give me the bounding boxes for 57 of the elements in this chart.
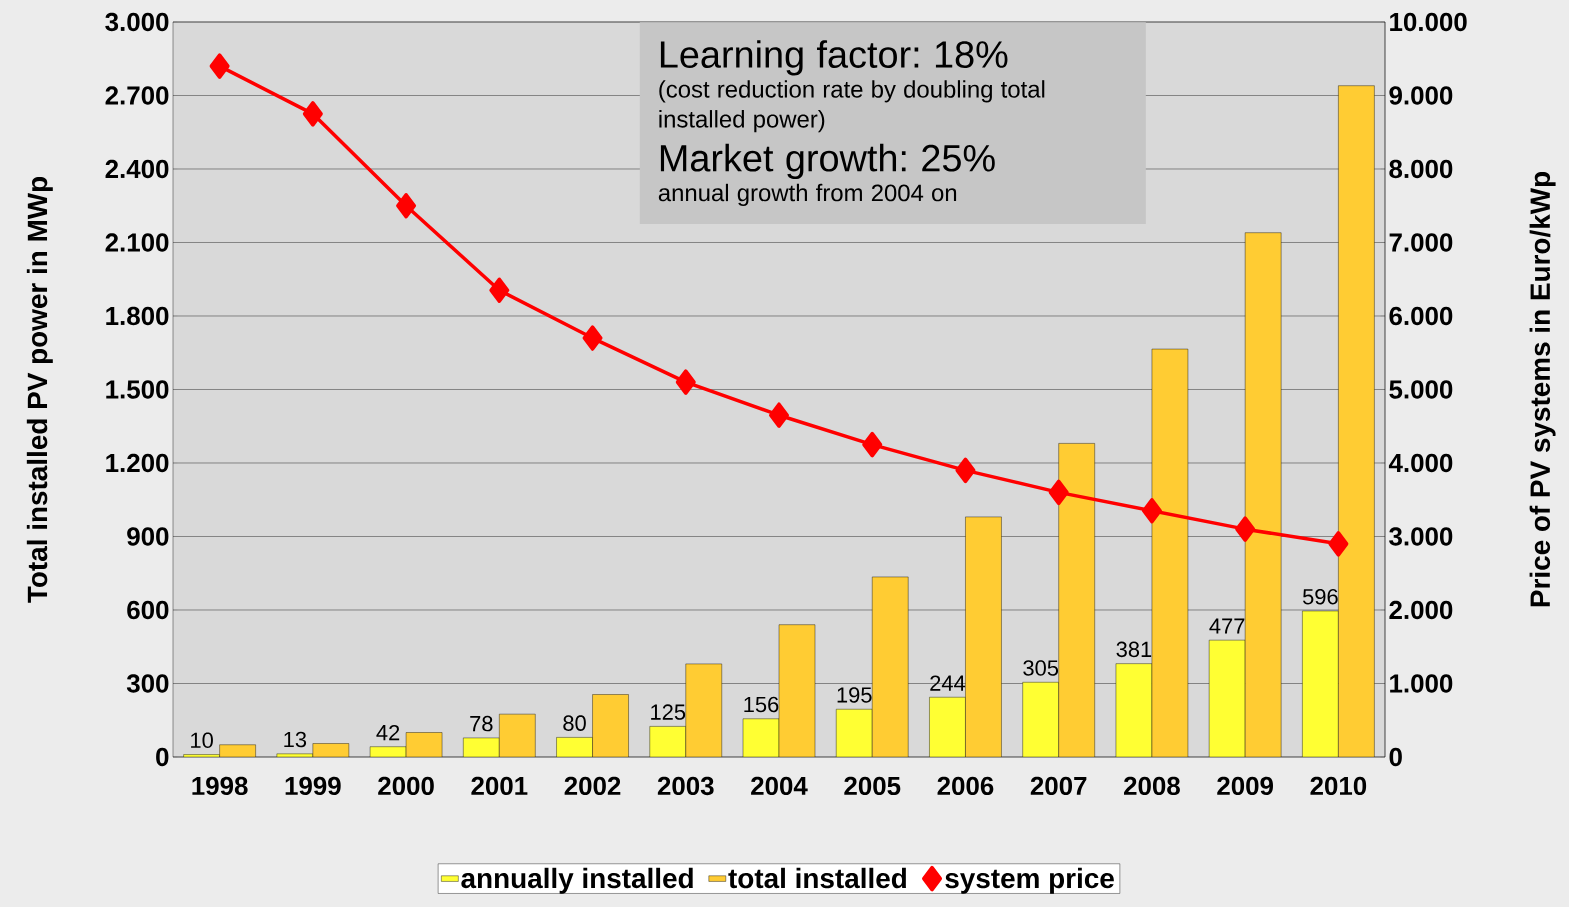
annotation: Learning factor: 18% — [660, 40, 1008, 76]
y-tick-label: 1.500 — [106, 380, 169, 399]
y2-tick-label: 2.000 — [1389, 600, 1453, 620]
data-label: 381 — [1116, 641, 1152, 658]
x-tick-label: 2003 — [657, 776, 714, 796]
x-tick-label: 2000 — [378, 776, 434, 796]
data-label: 156 — [744, 696, 779, 713]
y2-tick-label: 1.000 — [1390, 674, 1453, 693]
legend-label: system price — [945, 867, 1114, 894]
data-label: 305 — [1023, 660, 1059, 676]
x-tick-label: 2006 — [937, 776, 994, 796]
y-tick-label: 3.000 — [105, 12, 169, 32]
y-tick-label: 1.200 — [106, 453, 169, 473]
y2-axis-title: Price of PV systems in Euro/kWp — [1529, 172, 1556, 607]
y-tick-label: 600 — [127, 600, 169, 620]
annotation: annual growth from 2004 on — [658, 183, 957, 207]
annotation: (cost reduction rate by doubling total installed power) — [659, 80, 1045, 133]
data-label: 42 — [376, 724, 400, 741]
y2-tick-label: 0 — [1389, 747, 1402, 767]
y-tick-label: 2.400 — [105, 159, 169, 179]
x-tick-label: 2005 — [844, 776, 901, 796]
x-tick-label: 2004 — [751, 776, 808, 796]
data-label: 125 — [651, 704, 686, 720]
x-tick-label: 2002 — [564, 776, 621, 796]
y2-tick-label: 9.000 — [1389, 86, 1453, 105]
data-label: 13 — [284, 731, 307, 748]
x-tick-label: 1998 — [192, 776, 248, 796]
y2-tick-label: 5.000 — [1389, 380, 1453, 399]
x-tick-label: 2007 — [1030, 776, 1087, 796]
x-tick-label: 2009 — [1217, 776, 1273, 796]
legend-label: total installed — [728, 867, 906, 889]
y-tick-label: 2.700 — [105, 86, 169, 105]
y-tick-label: 2.100 — [105, 233, 169, 252]
data-label: 596 — [1302, 588, 1338, 605]
data-label: 10 — [191, 732, 213, 749]
y-tick-label: 300 — [126, 674, 169, 693]
y2-tick-label: 10.000 — [1390, 12, 1467, 32]
data-label: 80 — [563, 715, 586, 731]
y-axis-title: Total installed PV power in MWp — [26, 177, 53, 603]
legend-label: annually installed — [461, 867, 693, 894]
data-label: 195 — [837, 687, 872, 703]
y2-tick-label: 7.000 — [1389, 233, 1453, 252]
y2-tick-label: 6.000 — [1389, 306, 1453, 326]
annotation: Market growth: 25% — [660, 143, 995, 180]
data-label: 244 — [930, 675, 966, 691]
x-tick-label: 2001 — [471, 776, 528, 796]
y-tick-label: 1.800 — [106, 306, 169, 326]
data-label: 477 — [1209, 618, 1245, 634]
x-tick-label: 1999 — [285, 776, 341, 796]
x-tick-label: 2008 — [1124, 776, 1180, 796]
y2-tick-label: 4.000 — [1388, 453, 1453, 473]
data-label: 78 — [470, 715, 493, 732]
y-tick-label: 0 — [156, 747, 169, 767]
x-tick-label: 2010 — [1310, 776, 1367, 796]
y2-tick-label: 3.000 — [1389, 527, 1453, 546]
y2-tick-label: 8.000 — [1389, 159, 1453, 179]
y-tick-label: 900 — [127, 527, 169, 546]
